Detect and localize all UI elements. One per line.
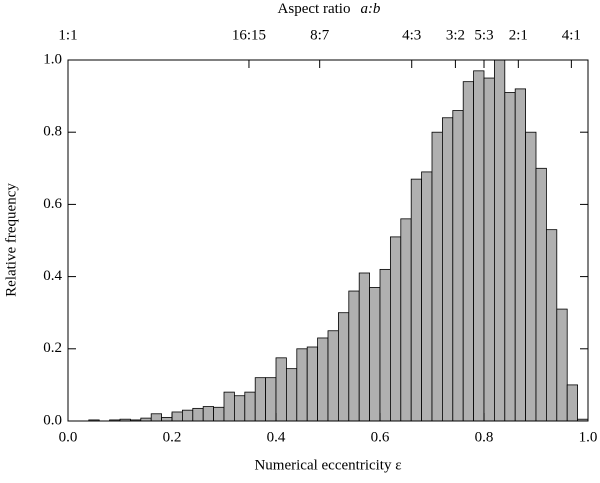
- bar: [223, 391, 235, 422]
- bar: [244, 391, 256, 422]
- y-tick-label: 0.4: [43, 268, 62, 284]
- bar: [275, 357, 287, 422]
- bar: [566, 384, 579, 422]
- bar: [337, 312, 350, 422]
- top-tick-label: 4:1: [562, 27, 581, 43]
- bar: [556, 308, 568, 422]
- bar: [358, 272, 371, 422]
- y-tick-label: 0.0: [43, 412, 62, 428]
- bar: [192, 407, 204, 422]
- top-axis-label: Aspect ratio: [278, 1, 351, 17]
- bar: [369, 287, 381, 422]
- bar: [410, 178, 423, 422]
- bar: [462, 81, 475, 422]
- y-tick-label: 0.2: [43, 340, 62, 356]
- bar: [473, 70, 485, 422]
- bar: [400, 218, 412, 422]
- bar: [546, 229, 558, 422]
- x-tick-label: 0.6: [371, 429, 390, 445]
- x-tick-label: 1.0: [579, 429, 598, 445]
- bar: [296, 348, 308, 422]
- bar: [150, 413, 162, 422]
- bar: [379, 268, 391, 422]
- top-tick-label: 8:7: [310, 27, 330, 43]
- bar: [327, 330, 339, 422]
- bar: [171, 411, 183, 422]
- bar: [493, 59, 506, 422]
- bar: [233, 395, 246, 422]
- x-tick-label: 0.4: [267, 429, 286, 445]
- bar: [514, 88, 527, 422]
- top-axis-title: Aspect ratio a:b: [278, 1, 381, 17]
- bar: [161, 416, 173, 422]
- bar: [181, 409, 194, 422]
- top-axis-variable: a:b: [360, 1, 380, 17]
- bar: [504, 92, 516, 422]
- y-tick-label: 0.8: [43, 124, 62, 140]
- y-tick-label: 0.6: [43, 196, 62, 212]
- top-tick-label: 3:2: [446, 27, 465, 43]
- top-tick-label: 4:3: [402, 27, 421, 43]
- bar: [452, 110, 464, 422]
- bar: [348, 290, 360, 422]
- top-tick-label: 2:1: [509, 27, 528, 43]
- bar: [306, 346, 319, 422]
- plot-frame: [67, 59, 589, 422]
- bar: [483, 77, 495, 422]
- bar: [317, 337, 329, 422]
- bar: [202, 406, 214, 422]
- x-tick-label: 0.8: [475, 429, 494, 445]
- top-tick-label: 1:1: [58, 27, 77, 43]
- y-axis-label: Relative frequency: [3, 183, 19, 297]
- y-tick-label: 1.0: [43, 51, 62, 67]
- bar: [441, 117, 454, 422]
- bar: [389, 236, 402, 422]
- bar: [525, 131, 537, 422]
- x-axis-label: Numerical eccentricity ε: [254, 457, 401, 473]
- x-tick-label: 0.2: [163, 429, 182, 445]
- bar: [213, 406, 225, 422]
- bar: [254, 377, 266, 422]
- bar: [421, 171, 433, 422]
- bar: [285, 368, 298, 422]
- bar: [265, 377, 277, 422]
- top-tick-label: 16:15: [232, 27, 266, 43]
- x-tick-label: 0.0: [59, 429, 78, 445]
- bar: [535, 167, 547, 422]
- bar: [431, 131, 443, 422]
- top-tick-label: 5:3: [474, 27, 493, 43]
